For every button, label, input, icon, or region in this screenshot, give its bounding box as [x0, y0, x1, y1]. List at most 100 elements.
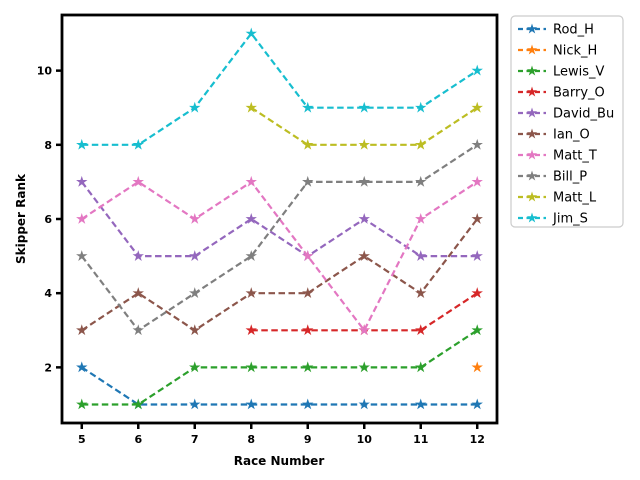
y-tick-label: 10 — [37, 65, 53, 78]
x-tick-label: 5 — [78, 433, 86, 446]
data-point — [415, 138, 427, 150]
data-point — [302, 361, 314, 373]
data-point — [302, 398, 314, 410]
data-point — [189, 213, 201, 224]
data-point — [302, 250, 314, 261]
data-point — [245, 287, 257, 299]
data-point — [76, 324, 88, 336]
data-point — [302, 287, 314, 299]
series-Lewis_V — [76, 324, 483, 410]
data-point — [132, 138, 144, 150]
data-point — [132, 175, 144, 187]
data-point — [471, 101, 483, 113]
data-point — [358, 101, 370, 113]
data-point — [132, 398, 144, 410]
data-point — [132, 324, 144, 336]
legend-label: Ian_O — [553, 128, 590, 143]
legend-item-Lewis_V: Lewis_V — [518, 65, 605, 80]
series-Matt_T — [76, 175, 483, 336]
legend-marker — [526, 212, 538, 223]
legend-item-Ian_O: Ian_O — [518, 128, 590, 143]
legend-marker — [526, 23, 538, 34]
series-Bill_P — [76, 138, 483, 336]
legend-marker — [526, 170, 538, 181]
legend-item-Rod_H: Rod_H — [518, 23, 594, 38]
legend-item-Jim_S: Jim_S — [518, 212, 588, 227]
data-point — [245, 361, 257, 373]
data-point — [471, 175, 483, 187]
data-point — [189, 101, 201, 113]
legend-item-Bill_P: Bill_P — [518, 170, 587, 185]
tick-layer: 5 6 7 8 9 10 11 12 2 4 6 8 10 — [37, 65, 485, 446]
data-point — [132, 250, 144, 261]
x-tick-label: 6 — [134, 433, 142, 446]
data-point — [471, 250, 483, 261]
data-point — [471, 324, 483, 336]
data-point — [76, 250, 88, 261]
series-Nick_H — [471, 361, 483, 373]
data-point — [132, 287, 144, 299]
legend-marker — [526, 86, 538, 97]
legend-item-Matt_L: Matt_L — [518, 191, 597, 206]
x-tick-label: 9 — [304, 433, 312, 446]
legend: Rod_H Nick_H Lewis_V Barry_O David_Bu Ian_O Ma… — [510, 15, 624, 228]
legend-item-Matt_T: Matt_T — [518, 149, 597, 164]
data-point — [189, 398, 201, 410]
legend-marker — [526, 65, 538, 76]
data-point — [302, 138, 314, 150]
legend-item-David_Bu: David_Bu — [518, 107, 614, 122]
data-point — [245, 101, 257, 113]
x-tick-label: 12 — [470, 433, 485, 446]
x-tick-label: 8 — [247, 433, 255, 446]
data-point — [245, 27, 257, 39]
data-point — [471, 213, 483, 224]
data-point — [302, 324, 314, 336]
series-line-Jim_S — [81, 31, 478, 146]
legend-label: David_Bu — [553, 107, 614, 122]
legend-label: Bill_P — [553, 170, 587, 185]
series-line-Matt_T — [81, 180, 478, 333]
data-point — [76, 361, 88, 373]
data-point — [358, 213, 370, 224]
x-axis-label: Race Number — [234, 454, 325, 468]
y-tick-label: 6 — [44, 213, 52, 226]
data-point — [358, 361, 370, 373]
series-Ian_O — [76, 213, 483, 336]
series-line-David_Bu — [80, 181, 478, 258]
data-point — [189, 287, 201, 299]
data-point — [358, 250, 370, 261]
data-point — [245, 250, 257, 261]
legend-label: Rod_H — [553, 23, 594, 38]
series-line-Ian_O — [81, 218, 479, 332]
x-tick-label: 11 — [413, 433, 428, 446]
data-point — [245, 175, 257, 187]
y-tick-label: 4 — [44, 287, 52, 300]
data-point — [471, 398, 483, 410]
data-point — [189, 361, 201, 373]
x-tick-label: 10 — [357, 433, 373, 446]
x-tick-label: 7 — [191, 433, 199, 446]
data-point — [189, 250, 201, 261]
data-point — [76, 398, 88, 410]
data-point — [358, 324, 370, 336]
data-point — [415, 250, 427, 261]
data-point — [471, 138, 483, 150]
series-line-Lewis_V — [81, 329, 478, 406]
series-line-Rod_H — [81, 366, 478, 406]
legend-label: Matt_L — [553, 191, 597, 206]
legend-item-Nick_H: Nick_H — [518, 44, 597, 59]
plot-content — [76, 27, 483, 410]
series-line-Bill_P — [80, 143, 478, 332]
data-point — [415, 324, 427, 336]
data-point — [471, 64, 483, 76]
data-point — [415, 361, 427, 373]
legend-marker — [526, 149, 538, 160]
data-point — [358, 175, 370, 187]
data-point — [358, 138, 370, 150]
series-Jim_S — [76, 27, 483, 150]
data-point — [76, 138, 88, 150]
data-point — [471, 287, 483, 299]
data-point — [415, 287, 427, 299]
data-point — [302, 101, 314, 113]
